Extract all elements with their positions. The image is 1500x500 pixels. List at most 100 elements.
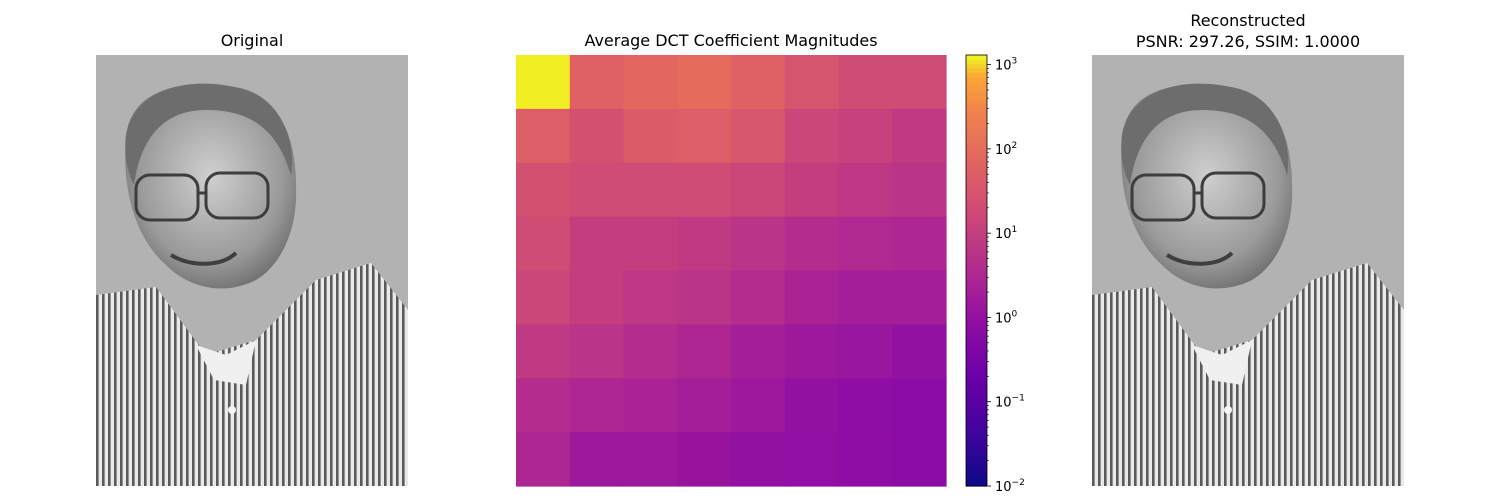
heatmap-cell — [784, 432, 840, 487]
heatmap-cell — [569, 55, 625, 110]
heatmap-cell — [677, 432, 732, 487]
heatmap-cell — [892, 108, 947, 164]
colorbar-segment — [966, 468, 987, 474]
heatmap-cell — [731, 216, 786, 272]
colorbar-segment — [966, 201, 987, 207]
colorbar-segment — [966, 408, 987, 414]
heatmap-cell — [569, 432, 625, 487]
heatmap-cell — [569, 378, 625, 433]
heatmap-cell — [838, 108, 893, 164]
colorbar-segment — [966, 197, 987, 203]
heatmap-cell — [623, 108, 678, 164]
heatmap-cell — [731, 270, 786, 325]
colorbar-segment — [966, 205, 987, 211]
colorbar-segment — [966, 339, 987, 345]
colorbar-segment — [966, 451, 987, 457]
colorbar-segment — [966, 477, 987, 483]
heatmap-cell — [838, 378, 893, 433]
colorbar-segment — [966, 283, 987, 289]
colorbar-tick-label: 10−1 — [995, 394, 1025, 411]
heatmap-cell — [838, 432, 893, 487]
colorbar-segment — [966, 300, 987, 306]
colorbar-segment — [966, 412, 987, 418]
reconstructed-title: Reconstructed PSNR: 297.26, SSIM: 1.0000 — [1092, 10, 1404, 52]
heatmap-cell — [569, 324, 625, 379]
heatmap-cell — [677, 216, 732, 272]
colorbar-segment — [966, 141, 987, 147]
colorbar-segment — [966, 158, 987, 164]
reconstructed-title-line1: Reconstructed — [1190, 11, 1306, 30]
colorbar-segment — [966, 356, 987, 362]
colorbar-segment — [966, 72, 987, 78]
colorbar-segment — [966, 481, 987, 487]
colorbar-segment — [966, 218, 987, 224]
heatmap-cell — [731, 432, 786, 487]
colorbar-tick-label: 101 — [995, 225, 1017, 242]
heatmap-cell — [784, 378, 840, 433]
heatmap-cell — [784, 162, 840, 218]
heatmap-cell — [516, 432, 571, 487]
heatmap-cell — [838, 55, 893, 110]
heatmap-cell — [677, 270, 732, 325]
colorbar-segment — [966, 236, 987, 241]
colorbar-segment — [966, 132, 987, 138]
colorbar-segment — [966, 386, 987, 392]
heatmap-cell — [838, 324, 893, 379]
colorbar-segment — [966, 382, 987, 388]
colorbar-segment — [966, 317, 987, 323]
colorbar-segment — [966, 442, 987, 448]
colorbar-segment — [966, 171, 987, 177]
colorbar-segment — [966, 261, 987, 267]
colorbar-segment — [966, 149, 987, 155]
colorbar-segment — [966, 309, 987, 315]
colorbar-segment — [966, 343, 987, 349]
heatmap-cell — [623, 55, 678, 110]
heatmap-cell — [569, 270, 625, 325]
heatmap-cell — [623, 432, 678, 487]
colorbar-segment — [966, 365, 987, 371]
colorbar-tick-label: 103 — [995, 57, 1017, 74]
heatmap-cell — [623, 270, 678, 325]
heatmap-cell — [516, 108, 571, 164]
colorbar-frame — [965, 54, 988, 487]
colorbar-segment — [966, 464, 987, 470]
heatmap-cell — [516, 55, 571, 110]
heatmap-cell — [892, 270, 947, 325]
colorbar-segment — [966, 313, 987, 319]
heatmap-cell — [731, 378, 786, 433]
heatmap-cell — [677, 162, 732, 218]
portrait-illustration-reconstructed — [1092, 55, 1404, 486]
heatmap-cell — [569, 216, 625, 272]
colorbar-segment — [966, 240, 987, 246]
colorbar-segment — [966, 184, 987, 190]
colorbar-segment — [966, 391, 987, 397]
heatmap-cell — [623, 378, 678, 433]
colorbar-segment — [966, 257, 987, 263]
colorbar: 10−2 10−1 100 101 102 103 — [965, 54, 1025, 495]
colorbar-segment — [966, 404, 987, 410]
heatmap-cell — [677, 55, 732, 110]
colorbar-segment — [966, 330, 987, 336]
colorbar-segment — [966, 214, 987, 220]
colorbar-segment — [966, 154, 987, 160]
heatmap-cell — [892, 55, 947, 110]
colorbar-segment — [966, 429, 987, 435]
colorbar-segment — [966, 399, 987, 405]
colorbar-segment — [966, 473, 987, 478]
heatmap-cell — [838, 270, 893, 325]
colorbar-segment — [966, 55, 987, 60]
heatmap-cell — [677, 108, 732, 164]
heatmap-cell — [516, 270, 571, 325]
heatmap-cell — [731, 108, 786, 164]
colorbar-segment — [966, 227, 987, 233]
colorbar-segment — [966, 253, 987, 259]
original-title: Original — [220, 31, 284, 50]
colorbar-segment — [966, 373, 987, 379]
heatmap-cell — [784, 270, 840, 325]
heatmap-cell — [516, 378, 571, 433]
colorbar-tick-label: 100 — [995, 309, 1018, 326]
heatmap-cell — [892, 432, 947, 487]
colorbar-segment — [966, 93, 987, 99]
colorbar-segment — [966, 119, 987, 125]
heatmap-cell — [838, 162, 893, 218]
